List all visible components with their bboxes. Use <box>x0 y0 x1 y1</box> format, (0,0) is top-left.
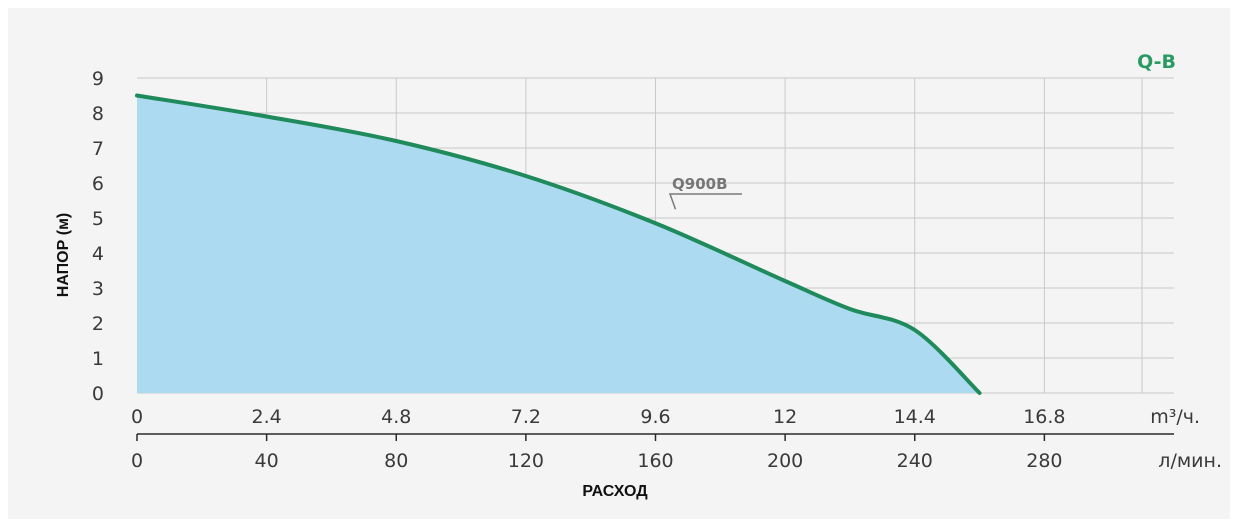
x-tick-label-m3h: 0 <box>131 406 143 428</box>
x-axis-label: РАСХОД <box>582 483 648 500</box>
x-tick-label-lmin: 200 <box>767 450 803 472</box>
y-tick-label: 2 <box>92 313 104 335</box>
y-tick-label: 3 <box>92 278 104 300</box>
y-tick-label: 1 <box>92 348 104 370</box>
y-tick-label: 0 <box>92 383 104 405</box>
x-tick-label-lmin: 0 <box>131 450 143 472</box>
y-tick-label: 4 <box>92 243 104 265</box>
chart-badge: Q-B <box>1137 51 1176 73</box>
y-axis-ticks: 0 1 2 3 4 5 6 7 8 9 <box>92 68 104 405</box>
series-fill <box>137 95 980 393</box>
x-tick-label-lmin: 280 <box>1026 450 1062 472</box>
x-tick-label-m3h: 14.4 <box>894 406 936 428</box>
y-tick-label: 7 <box>92 138 104 160</box>
y-tick-label: 9 <box>92 68 104 90</box>
x-tick-label-lmin: 240 <box>897 450 933 472</box>
y-tick-label: 6 <box>92 173 104 195</box>
x-tick-label-lmin: 160 <box>637 450 673 472</box>
x-unit-lmin: л/мин. <box>1158 450 1222 472</box>
series-label: Q900B <box>672 175 728 193</box>
x-unit-m3h: m³/ч. <box>1150 406 1200 428</box>
x-axis-m3h: 0 2.4 4.8 7.2 9.6 12 14.4 16.8 m³/ч. <box>131 406 1200 428</box>
x-tick-label-m3h: 2.4 <box>252 406 282 428</box>
y-tick-label: 5 <box>92 208 104 230</box>
y-tick-label: 8 <box>92 103 104 125</box>
series-label-leader <box>668 193 742 210</box>
x-tick-label-m3h: 7.2 <box>511 406 541 428</box>
x-tick-label-m3h: 16.8 <box>1023 406 1065 428</box>
y-axis-label: НАПОР (м) <box>55 213 72 297</box>
x-tick-label-m3h: 9.6 <box>640 406 670 428</box>
x-axis-lmin: 0 40 80 120 160 200 240 280 л/мин. <box>131 433 1222 472</box>
x-tick-label-lmin: 80 <box>384 450 408 472</box>
x-tick-label-lmin: 120 <box>508 450 544 472</box>
series-line <box>135 93 982 395</box>
plot-area: Q900B <box>135 93 982 395</box>
x-tick-label-m3h: 12 <box>773 406 797 428</box>
x-tick-label-m3h: 4.8 <box>381 406 411 428</box>
x-tick-label-lmin: 40 <box>255 450 279 472</box>
